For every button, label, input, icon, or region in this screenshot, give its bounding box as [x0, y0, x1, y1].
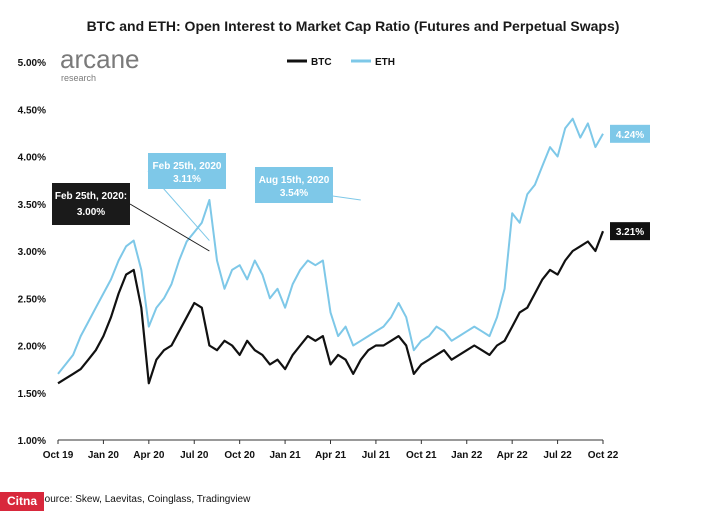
end-label-btc: 3.21%: [616, 227, 644, 238]
watermark-logo: Citna: [0, 492, 44, 511]
annotation-title: Feb 25th, 2020:: [55, 191, 127, 202]
end-label-box-btc: [610, 222, 650, 241]
legend: BTC ETH: [287, 57, 395, 68]
x-tick-label: Jul 20: [180, 450, 209, 461]
legend-label-btc: BTC: [311, 57, 332, 68]
x-tick-label: Oct 20: [224, 450, 255, 461]
end-label-box-eth: [610, 124, 650, 143]
annotation-value: 3.11%: [173, 174, 201, 185]
x-tick-label: Jul 21: [362, 450, 391, 461]
annotation-title: Aug 15th, 2020: [259, 175, 330, 186]
x-tick-label: Oct 19: [43, 450, 74, 461]
brand-sub: research: [61, 73, 96, 83]
y-tick-label: 1.50%: [18, 389, 46, 400]
legend-label-eth: ETH: [375, 57, 395, 68]
source-note: Source: Skew, Laevitas, Coinglass, Tradi…: [38, 494, 251, 505]
annotation-box: [52, 183, 130, 225]
x-tick-label: Apr 21: [315, 450, 347, 461]
annotation-title: Feb 25th, 2020: [153, 161, 222, 172]
x-tick-label: Jan 20: [88, 450, 120, 461]
y-tick-label: 5.00%: [18, 58, 46, 69]
x-tick-label: Apr 22: [497, 450, 529, 461]
x-tick-label: Oct 21: [406, 450, 437, 461]
annotation-layer: Feb 25th, 2020: 3.00% Feb 25th, 2020 3.11% A…: [52, 124, 650, 252]
series-line-eth: [57, 117, 604, 375]
brand-logo: arcane research: [60, 44, 140, 83]
x-tick-label: Oct 22: [588, 450, 619, 461]
annotation-box: [255, 167, 333, 203]
brand-name: arcane: [60, 44, 140, 74]
annotation-value: 3.00%: [77, 207, 105, 218]
annotation-box: [148, 153, 226, 189]
y-tick-label: 1.00%: [18, 436, 46, 447]
y-axis: 1.00% 1.50% 2.00% 2.50% 3.00% 3.50% 4.00% 4.50%…: [18, 58, 46, 447]
series-line-btc: [57, 230, 605, 385]
annotation-value: 3.54%: [280, 188, 308, 199]
annotation-leader: [129, 203, 210, 252]
y-tick-label: 3.50%: [18, 200, 46, 211]
y-tick-label: 4.50%: [18, 105, 46, 116]
end-label-eth: 4.24%: [616, 130, 644, 141]
y-tick-label: 4.00%: [18, 153, 46, 164]
x-tick-label: Jul 22: [543, 450, 572, 461]
y-tick-label: 2.50%: [18, 294, 46, 305]
x-axis: Oct 19 Jan 20 Apr 20 Jul 20 Oct 20 Jan 21 Apr …: [43, 439, 619, 461]
y-tick-label: 2.00%: [18, 342, 46, 353]
y-tick-label: 3.00%: [18, 247, 46, 258]
series-layer: [57, 117, 605, 385]
x-tick-label: Jan 22: [451, 450, 483, 461]
x-tick-label: Apr 20: [133, 450, 165, 461]
chart-title: BTC and ETH: Open Interest to Market Cap…: [87, 18, 620, 34]
x-tick-label: Jan 21: [270, 450, 302, 461]
